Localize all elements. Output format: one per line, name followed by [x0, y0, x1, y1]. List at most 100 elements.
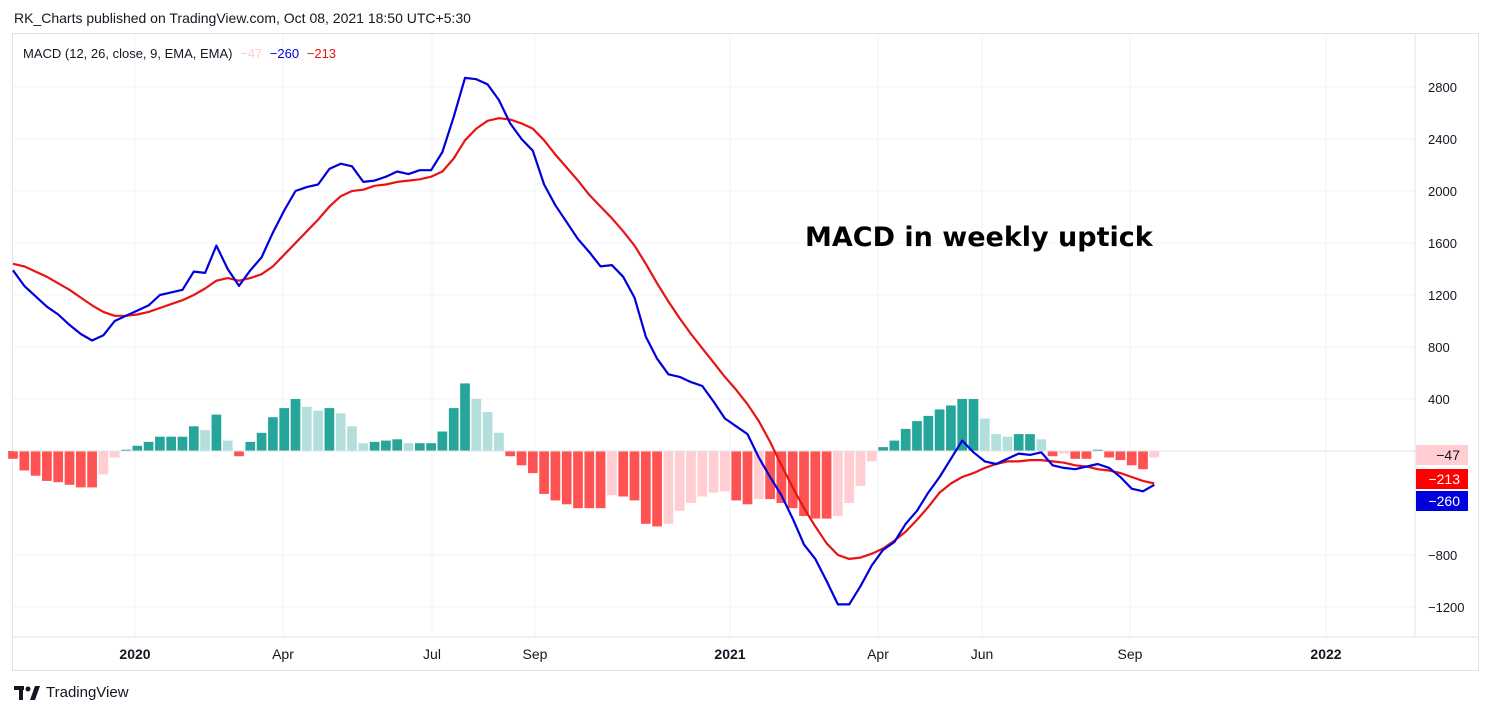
histogram-bar [1059, 451, 1069, 454]
histogram-bar [991, 434, 1001, 451]
histogram-bar [143, 441, 154, 451]
histogram-bar [8, 451, 18, 459]
histogram-bar [1138, 451, 1148, 470]
histogram-bar [686, 451, 696, 503]
chart-annotation: MACD in weekly uptick [805, 222, 1153, 253]
grid-lines [13, 34, 1415, 637]
histogram-bar [211, 414, 222, 451]
histogram-bar [516, 451, 527, 466]
histogram-bar [347, 426, 357, 451]
histogram-bar [629, 451, 640, 501]
histogram-bar [878, 447, 888, 451]
histogram-bar [392, 439, 403, 451]
histogram-bar [810, 451, 821, 519]
histogram-bar [652, 451, 662, 527]
histogram-bar [674, 451, 685, 511]
price-tags: −47 −213 −260 [1416, 445, 1468, 511]
histogram-bar [1070, 451, 1081, 459]
histogram-bar [1126, 451, 1137, 466]
histogram-bar [494, 432, 504, 451]
histogram-bar [584, 451, 595, 509]
price-tag-label: −260 [1428, 493, 1460, 509]
histogram-bar [1115, 451, 1126, 461]
macd-histogram [8, 383, 1160, 527]
price-tag-bg [1416, 469, 1468, 489]
indicator-legend[interactable]: MACD (12, 26, close, 9, EMA, EMA) −47 −2… [23, 46, 340, 61]
histogram-bar [776, 451, 787, 503]
histogram-bar [1047, 451, 1058, 457]
time-axis-label: Apr [272, 646, 294, 662]
histogram-bar [708, 451, 719, 493]
histogram-bar [403, 443, 414, 451]
histogram-bar [42, 451, 52, 481]
histogram-bar [731, 451, 742, 501]
histogram-bar [1104, 451, 1114, 458]
histogram-bar [234, 451, 244, 457]
histogram-bar [1149, 451, 1160, 458]
histogram-bar [799, 451, 809, 516]
time-axis-label: Sep [523, 646, 548, 662]
histogram-bar [324, 408, 335, 451]
histogram-bar [166, 436, 177, 451]
histogram-bar [256, 432, 267, 451]
histogram-bar [369, 441, 380, 451]
histogram-bar [663, 451, 674, 524]
histogram-bar [64, 451, 75, 485]
legend-histogram-value: −47 [240, 46, 263, 61]
histogram-bar [505, 451, 516, 457]
time-axis: 2020 Apr Jul Sep 2021 Apr Jun Sep 2022 [119, 646, 1341, 662]
histogram-bar [313, 410, 323, 451]
histogram-bar [912, 421, 922, 451]
histogram-bar [381, 440, 391, 451]
legend-signal-value: −213 [306, 46, 337, 61]
histogram-bar [30, 451, 41, 476]
time-axis-label: Apr [867, 646, 889, 662]
histogram-bar [821, 451, 832, 519]
histogram-bar [222, 440, 233, 451]
histogram-bar [155, 436, 165, 451]
histogram-bar [595, 451, 606, 509]
price-axis-label: −1200 [1428, 600, 1465, 615]
chart-frame[interactable] [12, 33, 1479, 671]
histogram-bar [934, 409, 945, 451]
histogram-bar [335, 413, 346, 451]
price-tag-macd: −260 [1416, 491, 1468, 511]
signal-line [12, 117, 1155, 560]
price-axis-label: 1200 [1428, 288, 1457, 303]
histogram-bar [87, 451, 97, 488]
histogram-bar [573, 451, 583, 509]
histogram-bar [900, 428, 911, 451]
tradingview-logo-icon [14, 685, 40, 700]
price-axis-label: 800 [1428, 340, 1450, 355]
histogram-bar [866, 451, 877, 462]
histogram-bar [460, 383, 470, 451]
tradingview-branding[interactable]: TradingView [14, 684, 129, 701]
price-axis-label: 1600 [1428, 236, 1457, 251]
histogram-bar [177, 436, 188, 451]
time-axis-label: 2022 [1310, 646, 1341, 662]
macd-line [12, 76, 1155, 606]
histogram-bar [279, 408, 290, 451]
histogram-bar [753, 451, 764, 500]
publish-info: RK_Charts published on TradingView.com, … [14, 10, 471, 26]
histogram-bar [561, 451, 572, 505]
histogram-bar [1025, 434, 1035, 451]
histogram-bar [121, 449, 131, 451]
histogram-bar [640, 451, 651, 524]
time-axis-label: Jun [971, 646, 994, 662]
histogram-bar [844, 451, 855, 503]
histogram-bar [245, 441, 256, 451]
histogram-bar [53, 451, 64, 483]
time-axis-label: Sep [1118, 646, 1143, 662]
footer-brand: TradingView [46, 684, 129, 701]
histogram-bar [946, 405, 956, 451]
histogram-bar [471, 399, 482, 451]
indicator-label: MACD (12, 26, close, 9, EMA, EMA) [23, 46, 233, 61]
histogram-bar [539, 451, 549, 494]
histogram-bar [290, 399, 301, 451]
histogram-bar [968, 399, 979, 451]
histogram-bar [550, 451, 561, 501]
histogram-bar [1092, 449, 1103, 451]
histogram-bar [833, 451, 843, 516]
